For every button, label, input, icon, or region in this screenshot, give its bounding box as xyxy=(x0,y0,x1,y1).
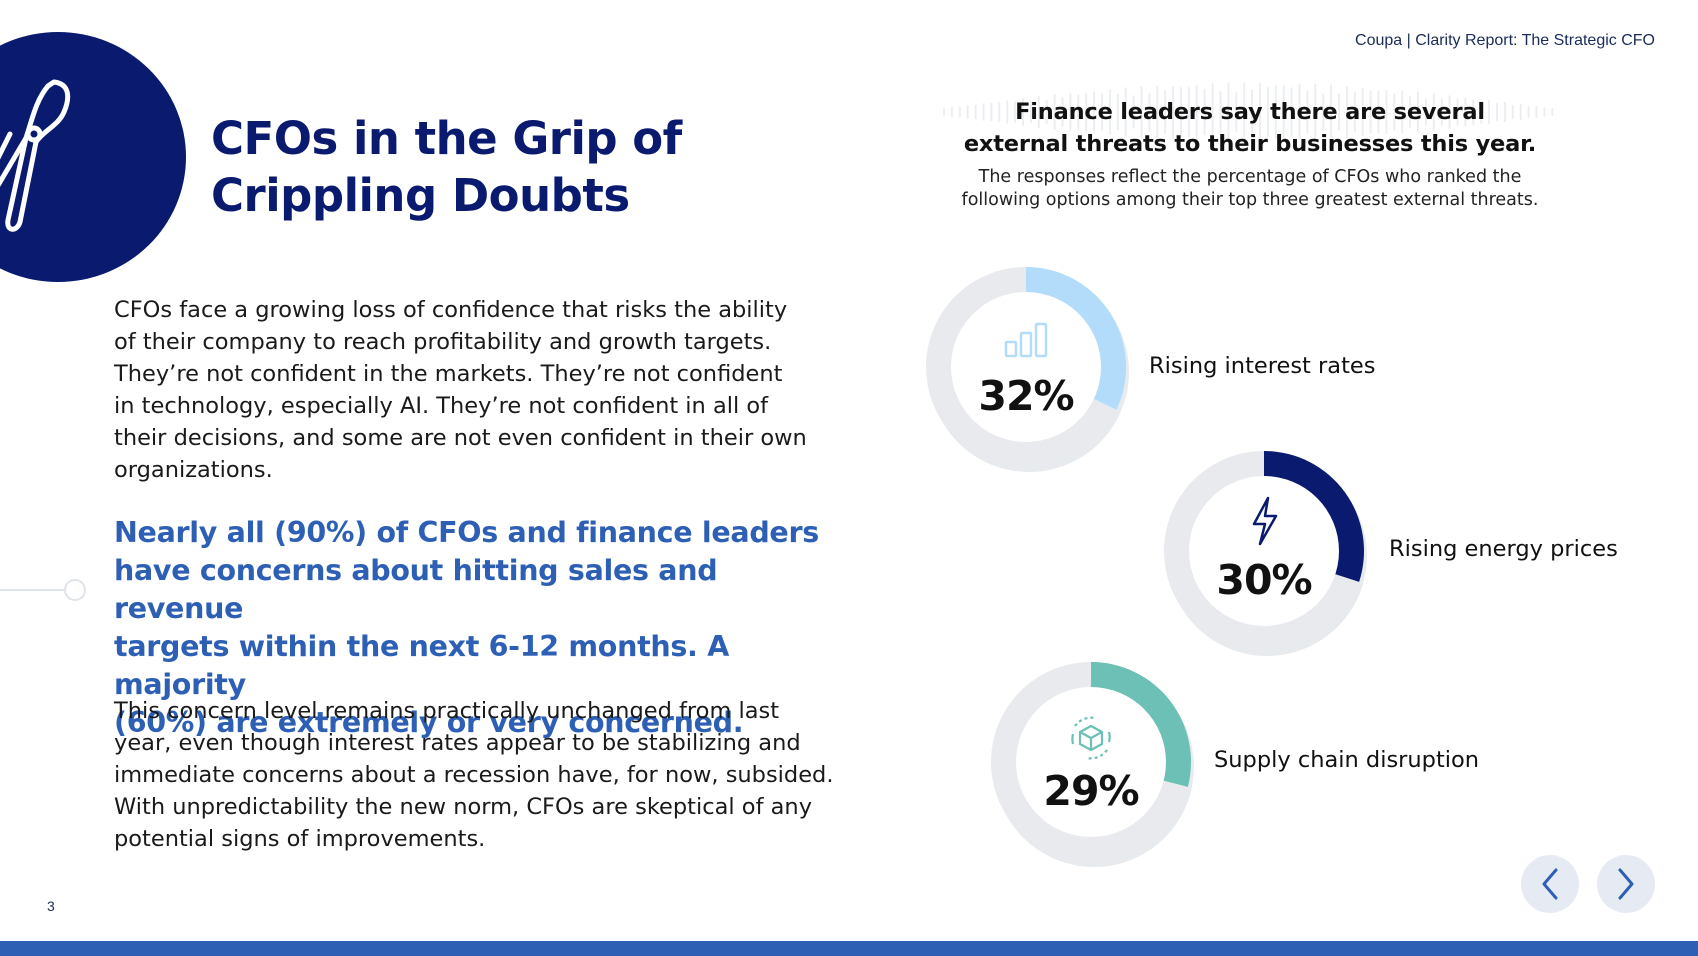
donut-ring-svg xyxy=(1164,451,1367,656)
donut-value: 30% xyxy=(1216,556,1312,604)
decorative-line xyxy=(0,589,66,591)
next-page-button[interactable] xyxy=(1597,855,1655,913)
donut-label-rising-energy-prices: Rising energy prices xyxy=(1389,536,1618,562)
header-breadcrumb: Coupa | Clarity Report: The Strategic CF… xyxy=(1355,32,1655,49)
donut-hole xyxy=(1189,476,1339,626)
supply-chain-cube-icon xyxy=(1071,716,1111,760)
page-number: 3 xyxy=(47,898,55,914)
chevron-left-icon xyxy=(1542,868,1558,900)
previous-page-button[interactable] xyxy=(1521,855,1579,913)
donut-value: 32% xyxy=(978,372,1074,420)
donut-chart-1: 32% xyxy=(921,262,1131,472)
donut-chart-3: 29% xyxy=(986,657,1196,867)
donut-ring-svg xyxy=(991,662,1194,867)
lightning-bolt-icon xyxy=(1252,496,1278,546)
pliers-icon xyxy=(0,79,71,232)
highlight-statement: Nearly all (90%) of CFOs and finance lea… xyxy=(114,516,819,739)
donut-hole xyxy=(951,292,1101,442)
bar-chart-icon xyxy=(1004,322,1048,358)
donut-chart-2: 30% xyxy=(1159,446,1369,656)
intro-paragraph: CFOs face a growing loss of confidence t… xyxy=(114,297,807,483)
closing-paragraph: This concern level remains practically u… xyxy=(114,698,834,852)
panel-subtitle: The responses reflect the percentage of … xyxy=(961,167,1539,210)
donut-hole xyxy=(1016,687,1166,837)
sound-wave-decoration xyxy=(943,82,1554,142)
footer-bar xyxy=(0,941,1698,956)
chevron-right-icon xyxy=(1618,868,1634,900)
hero-circle xyxy=(0,32,186,282)
donut-label-supply-chain-disruption: Supply chain disruption xyxy=(1214,747,1480,773)
donut-ring-svg xyxy=(926,267,1129,472)
donut-label-rising-interest-rates: Rising interest rates xyxy=(1149,353,1376,379)
decorative-dot xyxy=(64,579,86,601)
panel-title: Finance leaders say there are several ex… xyxy=(963,99,1537,157)
donut-value: 29% xyxy=(1043,767,1139,815)
page-title: CFOs in the Grip of Crippling Doubts xyxy=(211,112,682,222)
